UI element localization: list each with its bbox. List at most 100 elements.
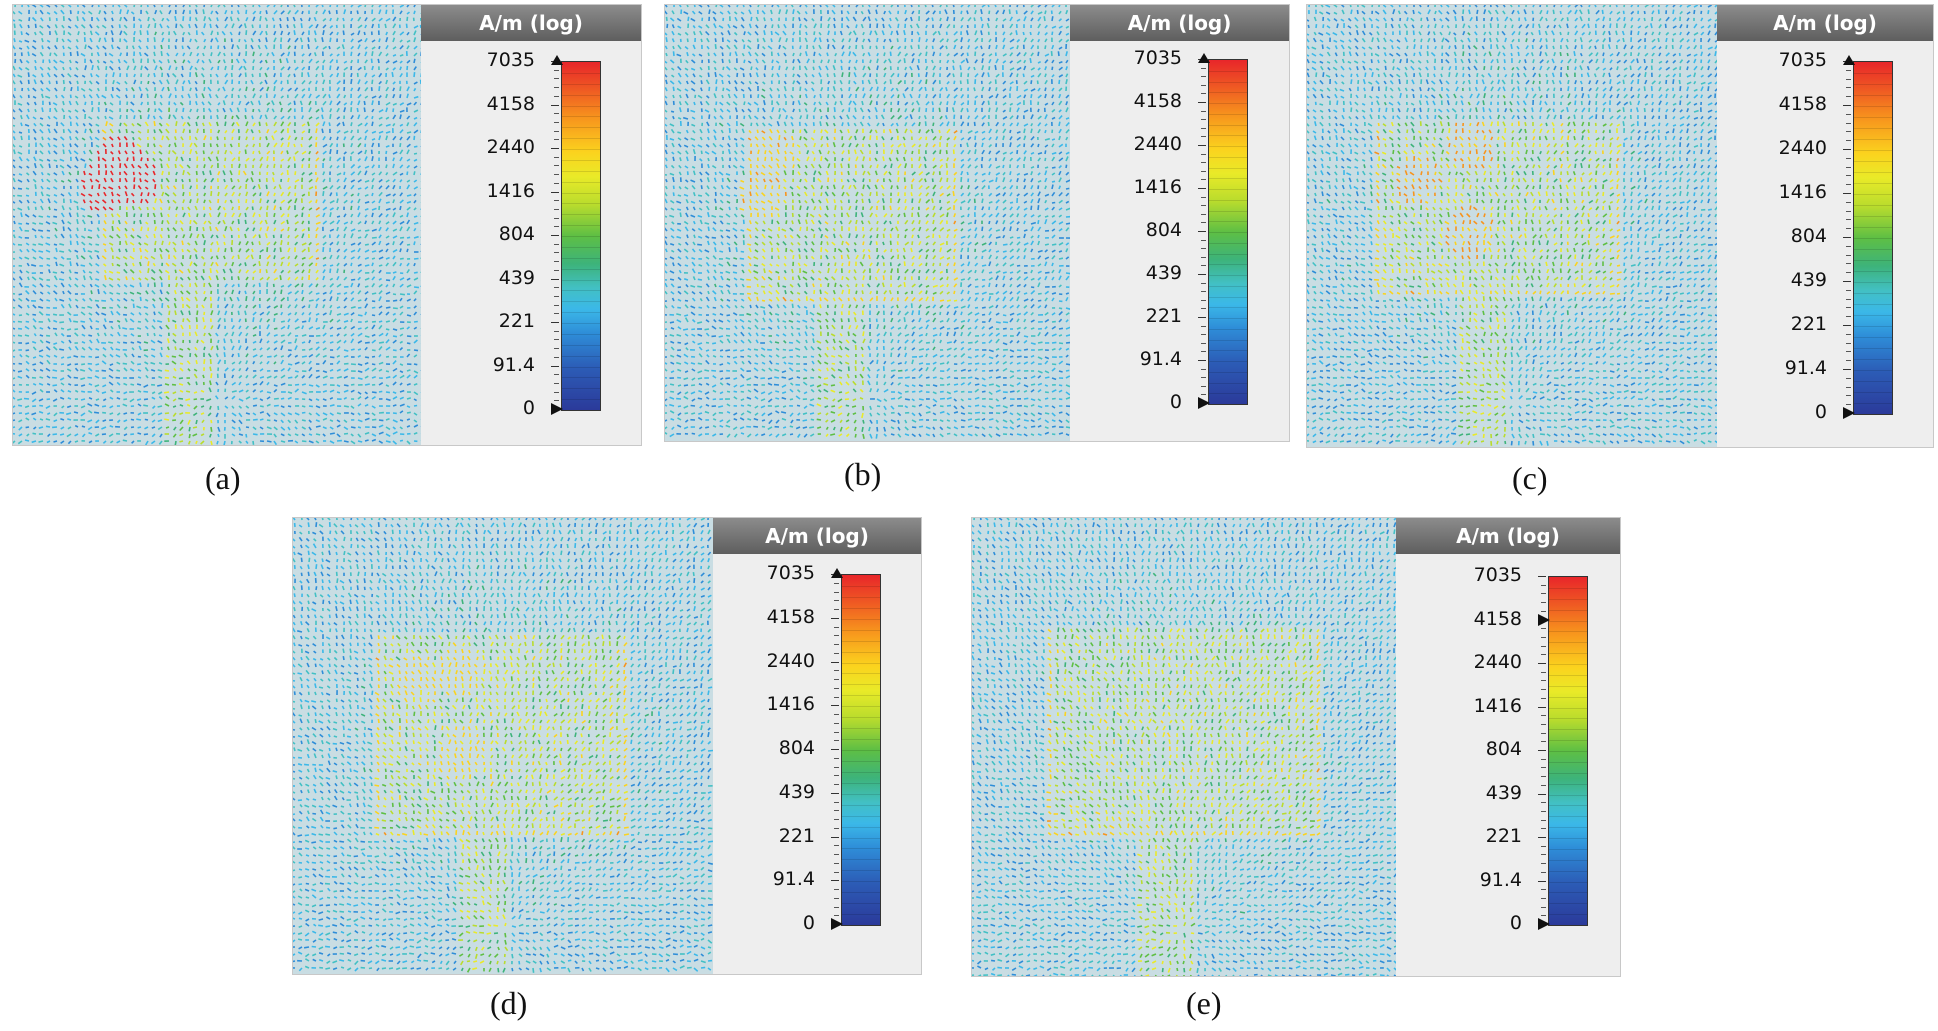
current-vector: [217, 359, 222, 365]
current-vector: [150, 368, 156, 372]
current-vector: [378, 290, 383, 295]
current-vector: [189, 185, 193, 190]
current-vector: [26, 178, 30, 183]
current-vector: [80, 192, 86, 197]
current-vector: [259, 361, 263, 365]
current-vector: [144, 418, 149, 421]
current-vector: [223, 178, 226, 183]
current-vector: [1016, 101, 1022, 106]
current-vector: [684, 67, 689, 71]
current-vector: [925, 142, 929, 148]
current-vector: [266, 164, 269, 169]
current-vector: [123, 5, 128, 8]
current-vector: [196, 339, 199, 344]
current-vector: [399, 283, 404, 288]
current-vector: [287, 185, 292, 190]
current-vector: [803, 136, 808, 141]
range-min-pointer-icon[interactable]: [549, 401, 565, 417]
current-vector: [1016, 107, 1020, 113]
current-vector: [61, 219, 65, 225]
current-vector: [329, 283, 335, 288]
current-vector: [38, 215, 44, 218]
scale-minor-tick: [554, 182, 559, 184]
current-vector: [238, 318, 242, 323]
current-vector: [896, 38, 899, 43]
current-vector: [855, 129, 859, 134]
current-vector: [196, 128, 199, 134]
range-max-pointer-icon[interactable]: [549, 53, 565, 69]
current-vector: [266, 102, 271, 106]
current-vector: [221, 30, 226, 36]
current-vector: [1044, 129, 1047, 134]
current-vector: [876, 37, 879, 43]
current-vector: [168, 114, 171, 120]
current-vector: [862, 136, 866, 141]
current-vector: [118, 24, 121, 29]
current-vector: [153, 37, 156, 43]
current-vector: [385, 311, 390, 316]
current-vector: [224, 192, 228, 197]
current-vector: [322, 284, 326, 288]
current-vector: [33, 79, 37, 85]
current-vector: [315, 425, 321, 428]
current-vector: [209, 143, 212, 148]
current-vector: [1023, 16, 1027, 22]
current-vector: [757, 44, 760, 50]
current-vector: [329, 25, 334, 29]
current-vector: [328, 122, 331, 127]
current-vector: [245, 367, 249, 372]
current-vector: [266, 396, 271, 400]
current-vector: [237, 352, 240, 358]
current-vector: [336, 306, 341, 309]
current-vector: [103, 220, 107, 225]
current-vector: [160, 50, 163, 57]
current-vector: [208, 212, 212, 218]
current-vector: [350, 17, 354, 22]
current-vector: [385, 52, 389, 57]
current-vector: [84, 128, 87, 134]
current-vector: [693, 31, 696, 36]
current-vector: [322, 354, 327, 358]
current-vector: [697, 94, 703, 99]
current-vector: [193, 142, 198, 148]
current-vector: [944, 115, 948, 120]
current-vector: [34, 108, 37, 113]
current-vector: [38, 354, 44, 358]
current-vector: [231, 185, 236, 190]
current-vector: [164, 297, 170, 302]
current-vector: [385, 384, 390, 388]
current-vector: [909, 129, 913, 134]
current-vector: [294, 345, 298, 351]
scale-tick-label: 91.4: [492, 353, 535, 376]
current-vector: [321, 72, 324, 78]
current-vector: [399, 226, 403, 232]
current-vector: [392, 87, 396, 92]
current-vector: [76, 51, 79, 57]
current-vector: [102, 186, 107, 190]
current-vector: [245, 360, 249, 365]
current-vector: [329, 268, 332, 274]
current-vector: [88, 88, 93, 92]
current-vector: [315, 5, 319, 8]
current-vector: [392, 46, 397, 50]
current-vector: [336, 419, 341, 423]
current-vector: [46, 412, 51, 416]
current-vector: [252, 93, 256, 99]
current-vector: [17, 207, 23, 211]
current-vector: [122, 403, 128, 407]
current-vector: [153, 233, 156, 239]
current-vector: [294, 419, 299, 424]
current-vector: [132, 58, 135, 64]
current-vector: [357, 419, 363, 423]
current-vector: [54, 30, 58, 36]
current-vector: [350, 122, 353, 127]
current-vector: [192, 433, 198, 437]
current-vector: [200, 275, 205, 281]
current-vector: [848, 93, 852, 99]
current-vector: [172, 332, 177, 337]
current-vector: [175, 156, 179, 162]
current-vector: [124, 185, 128, 190]
current-vector: [1016, 73, 1019, 78]
current-vector: [831, 94, 836, 99]
current-vector: [47, 150, 51, 155]
